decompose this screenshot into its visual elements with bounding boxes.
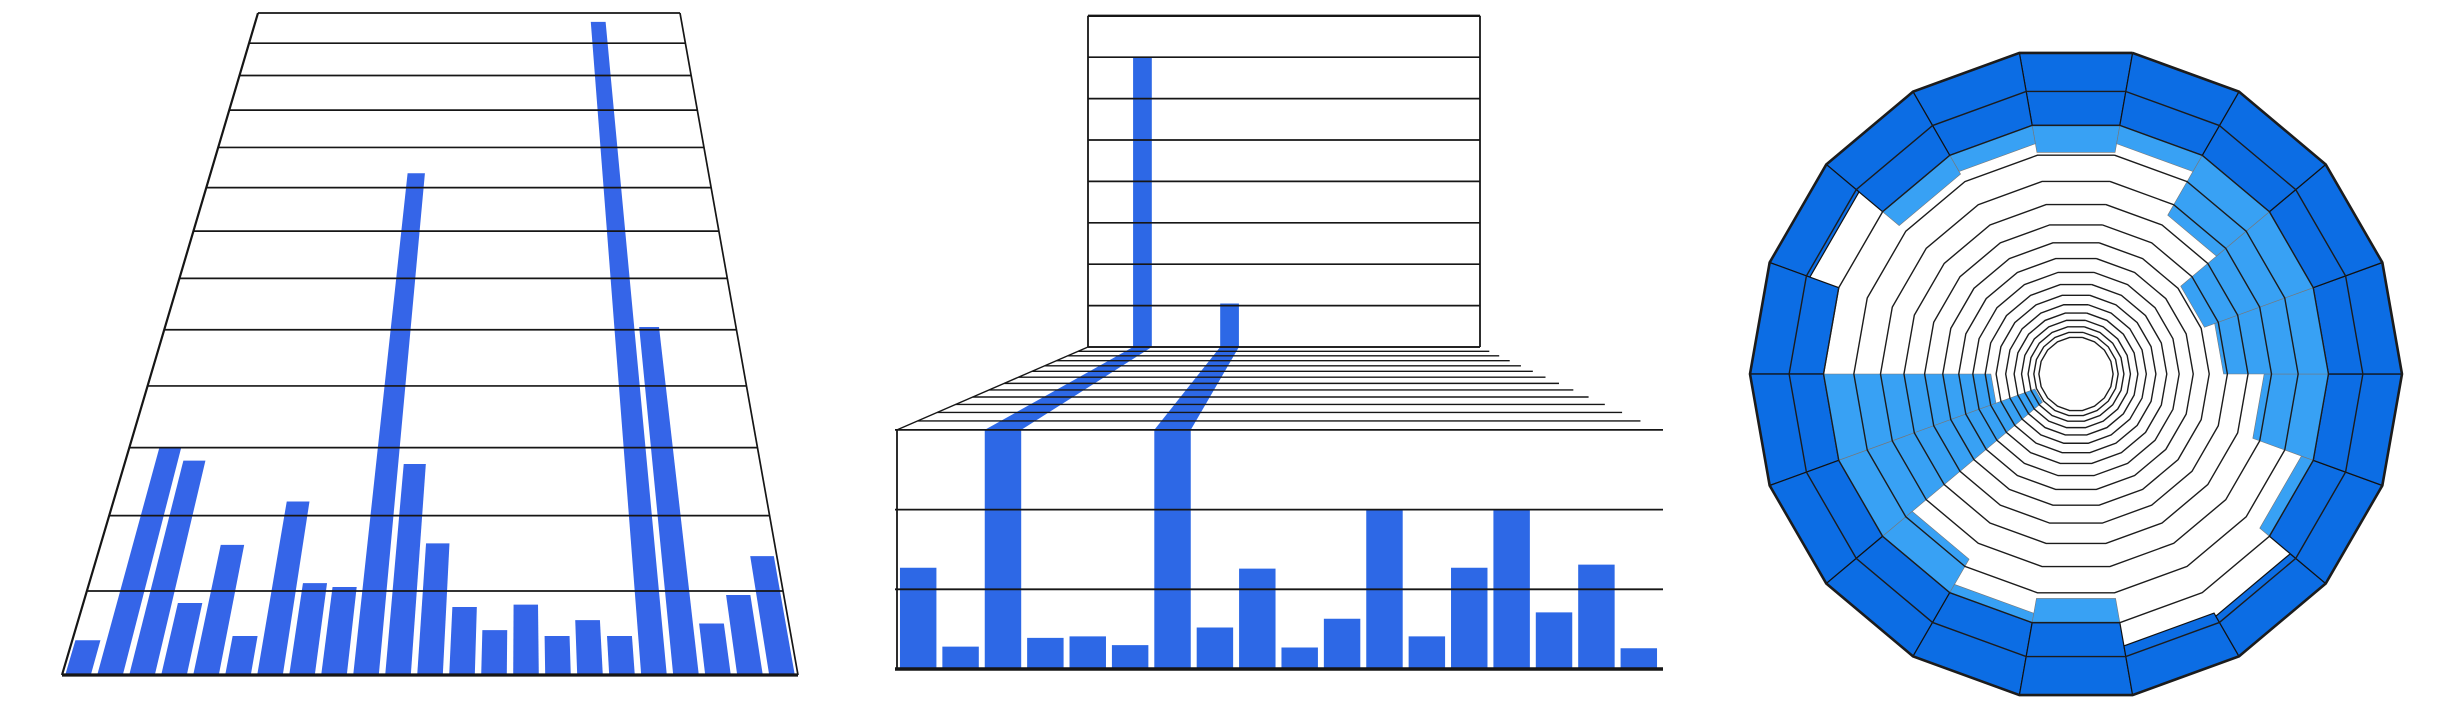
bar xyxy=(481,630,508,675)
ring-gridline xyxy=(2020,319,2132,429)
bar xyxy=(65,640,101,675)
ring-gridline xyxy=(2038,336,2114,412)
radial-bar xyxy=(1768,163,1860,278)
bar-front xyxy=(942,646,979,669)
bar-front xyxy=(1408,636,1446,669)
bar xyxy=(639,327,699,675)
floor-left-edge xyxy=(896,346,1089,431)
ring-gridline xyxy=(1822,124,2330,624)
radial-bar-tip xyxy=(2031,598,2121,623)
bar-front xyxy=(899,567,937,669)
ring-gridline xyxy=(1942,242,2210,506)
bar-front xyxy=(1196,627,1234,669)
radial-bar-base xyxy=(2018,622,2134,696)
bar-front xyxy=(1535,612,1573,669)
bar-wall xyxy=(1220,303,1239,347)
bar xyxy=(321,587,357,675)
panel-bent-axis-bar-chart xyxy=(895,14,1663,671)
panel-perspective-trapezoid-bar-chart xyxy=(60,12,799,677)
right-axis-edge xyxy=(679,12,799,676)
left-axis-edge xyxy=(60,12,260,676)
bar xyxy=(97,447,182,675)
bar xyxy=(417,543,450,675)
bar xyxy=(449,607,477,675)
bar xyxy=(590,21,667,676)
radial-bar-tip xyxy=(2031,125,2121,153)
bar xyxy=(544,636,571,675)
bar xyxy=(129,460,206,675)
bar-front xyxy=(984,429,1022,669)
ring-gridline xyxy=(2004,304,2148,444)
bar-floor-strip xyxy=(1154,347,1239,430)
ring-gridline xyxy=(1853,154,2299,594)
bar-front xyxy=(1281,647,1318,669)
bar-front xyxy=(1111,645,1149,669)
ring-gridline xyxy=(1923,224,2229,524)
bar-floor-strip xyxy=(984,347,1152,430)
radial-bar xyxy=(1749,261,1840,375)
bar-front xyxy=(1620,648,1658,669)
ring-gridline xyxy=(1958,257,2194,491)
bar xyxy=(726,594,763,675)
bar xyxy=(257,501,310,675)
ring-gridline xyxy=(1879,180,2273,568)
panel-radial-tunnel-bar-chart xyxy=(1748,51,2404,697)
bar-front xyxy=(1451,567,1488,669)
ring-gridline xyxy=(1972,271,2180,477)
bar-front xyxy=(1323,618,1361,669)
ring-gridline xyxy=(2033,331,2119,417)
radial-bar-base xyxy=(2018,52,2134,126)
bar xyxy=(385,463,426,675)
bar xyxy=(289,583,328,675)
ring-gridline xyxy=(2013,312,2139,436)
bar xyxy=(750,556,795,675)
bar xyxy=(575,620,603,675)
bar-front xyxy=(1239,568,1276,669)
bar xyxy=(699,623,731,675)
bar-front xyxy=(1154,429,1191,669)
bar xyxy=(193,544,245,675)
bar-front xyxy=(1578,564,1615,669)
bar-wall xyxy=(1133,57,1152,347)
ring-gridline xyxy=(1903,203,2249,545)
bar xyxy=(353,173,425,675)
outer-rim xyxy=(1748,51,2404,697)
ring-gridline xyxy=(1984,283,2168,465)
bar-front xyxy=(1027,637,1064,669)
bar xyxy=(161,603,203,675)
ring-gridline xyxy=(2027,326,2125,422)
bar xyxy=(225,636,258,675)
bar xyxy=(513,604,539,675)
ring-gridline xyxy=(1788,90,2364,658)
bar xyxy=(607,636,635,675)
ring-gridline xyxy=(1995,294,2157,454)
bar-front xyxy=(1069,636,1106,669)
